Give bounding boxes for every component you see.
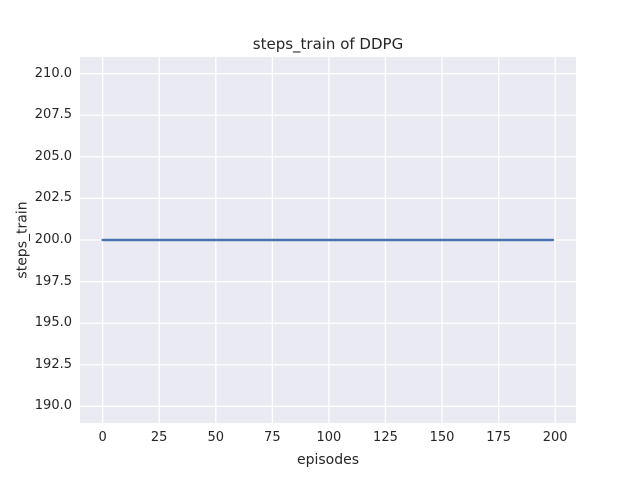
- y-tick-label: 195.0: [34, 315, 72, 331]
- y-tick-label: 202.5: [34, 190, 72, 206]
- plot-area: [80, 57, 576, 423]
- y-tick-label: 197.5: [34, 273, 72, 289]
- x-axis-label: episodes: [296, 452, 360, 468]
- x-tick-label: 125: [373, 430, 398, 445]
- x-tick-label: 25: [150, 430, 168, 445]
- x-tick-label: 150: [429, 430, 455, 445]
- chart-canvas: [80, 57, 576, 423]
- chart-title: steps_train of DDPG: [252, 35, 404, 53]
- y-tick-label: 192.5: [34, 356, 72, 372]
- x-tick-label: 200: [542, 430, 568, 445]
- y-tick-label: 205.0: [34, 148, 72, 164]
- y-tick-label: 200.0: [34, 232, 72, 247]
- x-tick-label: 50: [207, 430, 225, 445]
- x-tick-label: 175: [486, 430, 512, 445]
- y-tick-label: 207.5: [34, 107, 72, 123]
- x-tick-label: 75: [264, 430, 281, 445]
- y-tick-label: 190.0: [34, 398, 72, 414]
- x-tick-label: 100: [316, 430, 342, 445]
- y-tick-label: 210.0: [34, 65, 72, 81]
- x-tick-label: 0: [98, 430, 107, 445]
